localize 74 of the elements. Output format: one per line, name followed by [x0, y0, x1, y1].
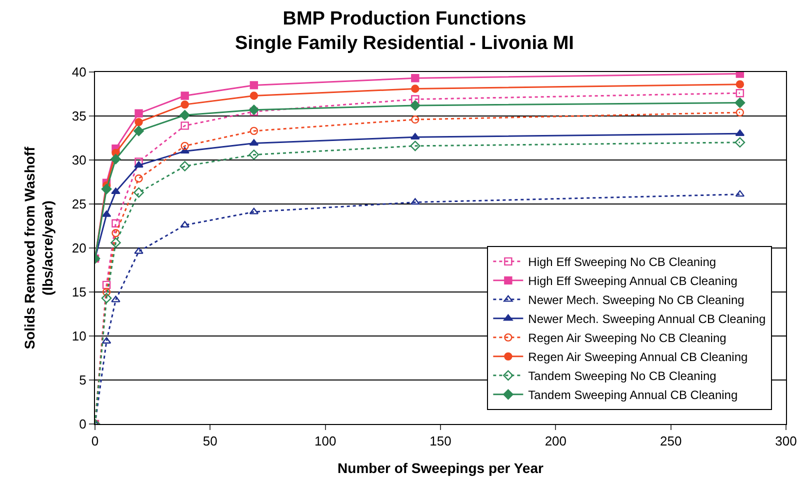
y-tick-label: 15: [72, 284, 86, 300]
point: [180, 92, 189, 100]
point: [102, 288, 111, 296]
point: [112, 219, 120, 228]
y-tick-label: 20: [72, 240, 86, 256]
point: [101, 293, 112, 304]
point: [180, 122, 189, 130]
chart-title: BMP Production Functions Single Family Residential - Livonia MI: [235, 8, 574, 54]
point: [248, 104, 260, 115]
point: [134, 174, 143, 183]
point: [250, 81, 258, 90]
point: [250, 92, 258, 100]
point: [411, 74, 420, 82]
x-tick-label: 250: [660, 434, 682, 449]
x-tick-label: 50: [202, 434, 218, 449]
point: [249, 139, 259, 146]
x-tick-label: 150: [430, 434, 452, 449]
point: [410, 100, 420, 111]
point: [180, 110, 190, 120]
point: [735, 190, 745, 197]
point: [736, 80, 744, 88]
point: [734, 98, 746, 108]
y-tick-label: 35: [72, 108, 86, 124]
point: [111, 296, 120, 302]
point: [134, 109, 143, 118]
point: [110, 238, 121, 248]
legend-label: High Eff Sweeping No CB Cleaning: [528, 255, 716, 270]
legend-label: High Eff Sweeping Annual CB Cleaning: [528, 274, 738, 288]
point: [736, 108, 744, 117]
y-tick-label: 40: [72, 64, 86, 80]
y-tick-label: 0: [79, 416, 86, 432]
point: [248, 150, 260, 160]
x-tick-label: 0: [91, 434, 99, 449]
y-tick-label: 25: [72, 196, 86, 212]
point: [180, 142, 189, 150]
legend-label: Tandem Sweeping No CB Cleaning: [528, 369, 716, 384]
x-tick-label: 100: [314, 434, 336, 449]
point: [102, 280, 111, 290]
legend-label: Regen Air Sweeping Annual CB Cleaning: [528, 350, 748, 364]
legend-label: Newer Mech. Sweeping No CB Cleaning: [528, 293, 744, 308]
point: [112, 228, 120, 238]
x-tick-label: 300: [775, 434, 797, 449]
x-tick-label: 200: [544, 434, 567, 449]
point: [134, 247, 144, 254]
point: [250, 108, 258, 116]
point: [110, 154, 121, 164]
point: [111, 188, 120, 194]
legend-label: Tandem Sweeping Annual CB Cleaning: [528, 388, 738, 402]
point: [134, 187, 144, 198]
x-axis-title: Number of Sweepings per Year: [338, 460, 544, 476]
point: [134, 158, 143, 166]
point: [180, 161, 190, 172]
point: [180, 100, 189, 109]
point: [101, 184, 112, 194]
y-axis-title: Solids Removed from Washoff (lbs/acre/year): [21, 146, 56, 350]
y-tick-label: 10: [72, 328, 86, 344]
point: [249, 208, 259, 214]
point: [410, 198, 420, 205]
point: [410, 140, 420, 152]
point: [411, 84, 420, 93]
legend-label: Regen Air Sweeping No CB Cleaning: [528, 331, 726, 346]
point: [736, 89, 744, 98]
point: [134, 161, 144, 168]
point: [250, 126, 258, 136]
point: [134, 118, 143, 126]
y-tick-label: 30: [72, 152, 86, 168]
point: [411, 95, 420, 104]
point: [102, 210, 112, 217]
legend-label: Newer Mech. Sweeping Annual CB Cleaning: [528, 312, 766, 326]
y-tick-label: 5: [79, 372, 86, 388]
point: [102, 337, 112, 344]
point: [411, 115, 420, 124]
point: [134, 126, 144, 136]
point: [734, 137, 746, 148]
